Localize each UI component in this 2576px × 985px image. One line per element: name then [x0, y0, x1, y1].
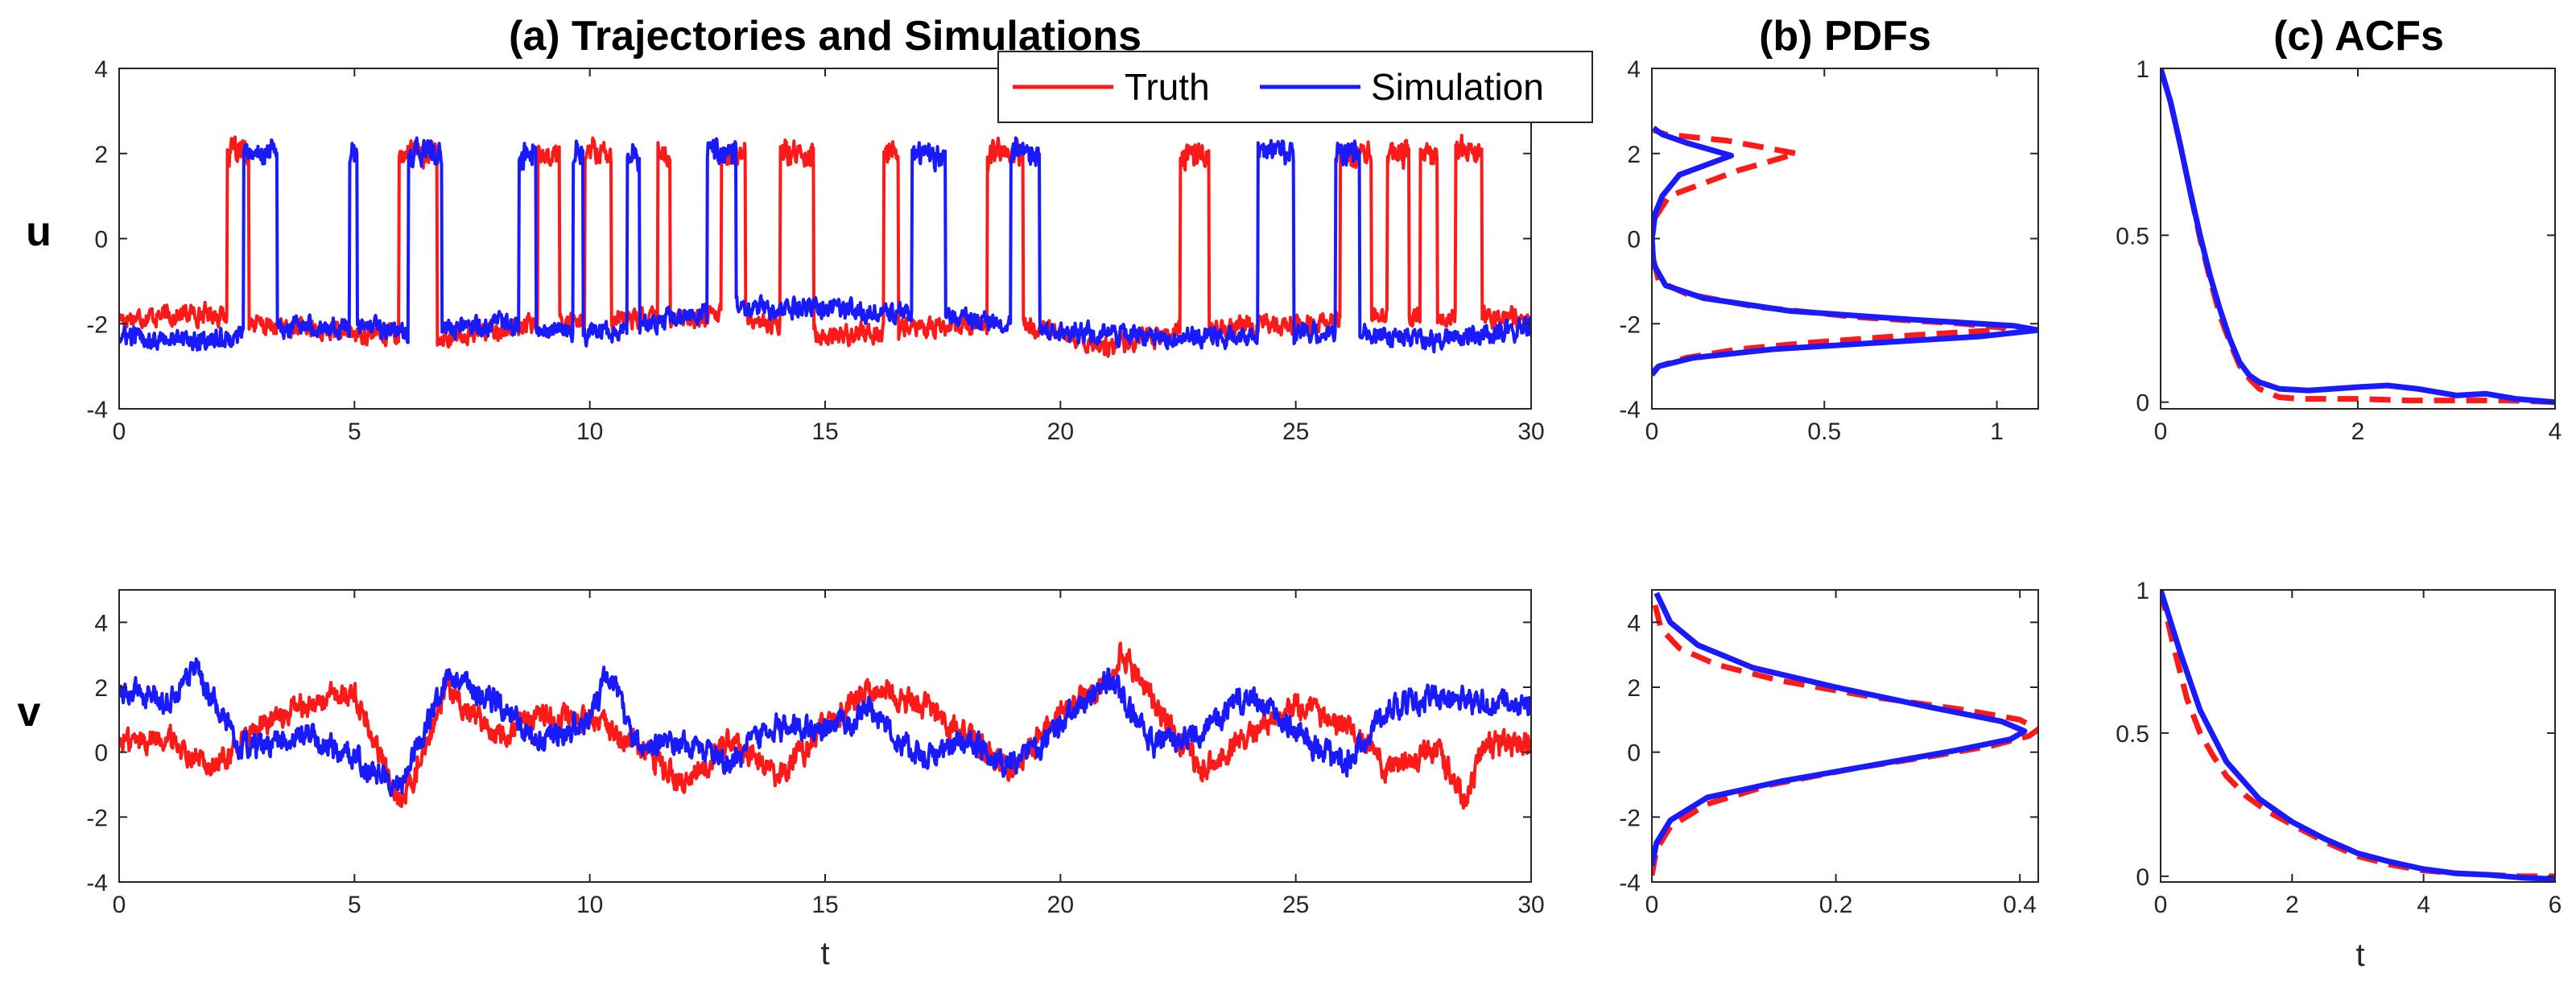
- traj_v-series-simulation: [119, 657, 1531, 797]
- traj_v-xtick-label: 20: [1047, 892, 1074, 918]
- pdf_v-series-truth: [1652, 602, 2038, 876]
- panel-acf-u: 0 2 4 0 0.5 1: [2116, 56, 2562, 445]
- acf_u-xtick-label: 0: [2154, 418, 2168, 445]
- acf_u-xtick-label: 2: [2351, 418, 2365, 445]
- acf_v-series-simulation: [2161, 590, 2555, 882]
- traj_u-xtick-label: 15: [811, 418, 838, 445]
- pdf_v-ytick-label: -4: [1619, 870, 1641, 896]
- traj_v-xtick-label: 15: [811, 892, 838, 918]
- pdf_u-series-group: [1652, 126, 2038, 377]
- pdf_u-ytick-label: -2: [1619, 311, 1641, 338]
- title-acfs: (c) ACFs: [2273, 13, 2444, 60]
- acf_v-series-group: [2161, 590, 2555, 882]
- traj_u-xtick-label: 5: [348, 418, 361, 445]
- pdf_u-xtick-label: 0: [1645, 418, 1659, 445]
- acf_u-ytick-label: 0.5: [2116, 223, 2149, 249]
- acf_u-series-group: [2161, 68, 2555, 406]
- traj_v-xtick-label: 5: [348, 892, 361, 918]
- pdf_v-ytick-label: 4: [1627, 610, 1641, 637]
- pdf_u-xtick-label: 0.5: [1807, 418, 1841, 445]
- acf_v-axes-frame: [2160, 589, 2556, 883]
- panel-trajectory-v: 0 5 10 15 20 25 30 -4 -2 0 2 4: [86, 589, 1545, 918]
- row-label-u: u: [26, 208, 52, 255]
- traj_u-ytick-label: -2: [86, 311, 108, 338]
- panel-pdf-u: 0 0.5 1 -4 -2 0 2 4: [1619, 56, 2039, 445]
- acf_v-xtick-label: 2: [2285, 892, 2299, 918]
- traj_u-ytick-label: 4: [94, 56, 108, 83]
- pdf_v-series-simulation: [1652, 591, 2028, 867]
- xlabel-trajectory-v: t: [820, 936, 829, 971]
- acf_v-xtick-label: 6: [2549, 892, 2562, 918]
- acf_u-ytick-label: 1: [2136, 56, 2149, 83]
- traj_u-xtick-label: 20: [1047, 418, 1074, 445]
- acf_u-ytick-label: 0: [2136, 390, 2149, 417]
- pdf_u-ytick-label: 0: [1627, 227, 1641, 253]
- pdf_u-ytick-label: 4: [1627, 56, 1641, 83]
- traj_v-xtick-label: 30: [1517, 892, 1544, 918]
- traj_u-ytick-label: -4: [86, 397, 108, 423]
- traj_u-series-truth: [119, 134, 1531, 358]
- traj_u-xtick-label: 30: [1517, 418, 1544, 445]
- traj_u-xtick-label: 25: [1282, 418, 1309, 445]
- acf_u-xtick-label: 4: [2549, 418, 2562, 445]
- acf_v-xtick-label: 0: [2154, 892, 2168, 918]
- traj_v-series-group: [119, 641, 1531, 810]
- traj_v-ytick-label: -4: [86, 870, 108, 896]
- panel-pdf-v: 0 0.2 0.4 -4 -2 0 2 4: [1619, 589, 2039, 918]
- pdf_v-axes-frame: [1651, 589, 2039, 883]
- traj_v-ytick-label: 4: [94, 610, 108, 637]
- traj_v-ytick-label: 0: [94, 740, 108, 767]
- acf_u-series-simulation: [2161, 68, 2555, 406]
- traj_v-ytick-label: -2: [86, 805, 108, 831]
- traj_u-series-simulation: [119, 136, 1531, 354]
- acf_v-xtick-label: 4: [2417, 892, 2430, 918]
- pdf_v-series-group: [1652, 591, 2038, 876]
- traj_u-xtick-label: 10: [576, 418, 603, 445]
- title-pdfs: (b) PDFs: [1759, 13, 1931, 60]
- pdf_v-ytick-label: -2: [1619, 805, 1641, 831]
- pdf_v-ytick-label: 0: [1627, 740, 1641, 767]
- pdf_v-xtick-label: 0: [1645, 892, 1659, 918]
- acf_v-ytick-label: 0: [2136, 864, 2149, 891]
- pdf_v-xtick-label: 0.2: [1819, 892, 1853, 918]
- acf_u-series-truth: [2161, 68, 2555, 406]
- legend-simulation-label: Simulation: [1371, 66, 1544, 108]
- panel-acf-v: 0 2 4 6 0 0.5 1: [2116, 578, 2562, 918]
- legend: Truth Simulation: [997, 51, 1593, 123]
- traj_v-ytick-label: 2: [94, 675, 108, 702]
- panel-trajectory-u: 0 5 10 15 20 25 30 -4 -2 0 2 4: [86, 56, 1544, 445]
- traj_u-series-group: [119, 134, 1531, 358]
- acf_u-axes-frame: [2160, 68, 2556, 410]
- traj_v-xtick-label: 25: [1282, 892, 1309, 918]
- acf_v-series-truth: [2161, 590, 2555, 880]
- row-label-v: v: [18, 689, 41, 736]
- pdf_u-series-simulation: [1652, 126, 2038, 377]
- pdf_u-xtick-label: 1: [1990, 418, 2004, 445]
- traj_u-xtick-label: 0: [113, 418, 126, 445]
- legend-truth-label: Truth: [1125, 66, 1210, 108]
- pdf_v-xtick-label: 0.4: [2003, 892, 2037, 918]
- xlabel-acf-v: t: [2355, 938, 2364, 973]
- pdf_v-ytick-label: 2: [1627, 675, 1641, 702]
- pdf_u-ytick-label: 2: [1627, 142, 1641, 168]
- traj_u-ytick-label: 2: [94, 142, 108, 168]
- traj_u-ytick-label: 0: [94, 227, 108, 253]
- traj_v-xtick-label: 0: [113, 892, 126, 918]
- traj_v-xtick-label: 10: [576, 892, 603, 918]
- acf_v-ytick-label: 1: [2136, 578, 2149, 604]
- pdf_u-ytick-label: -4: [1619, 397, 1641, 423]
- acf_v-ytick-label: 0.5: [2116, 721, 2149, 748]
- pdf_u-series-truth: [1652, 127, 2007, 375]
